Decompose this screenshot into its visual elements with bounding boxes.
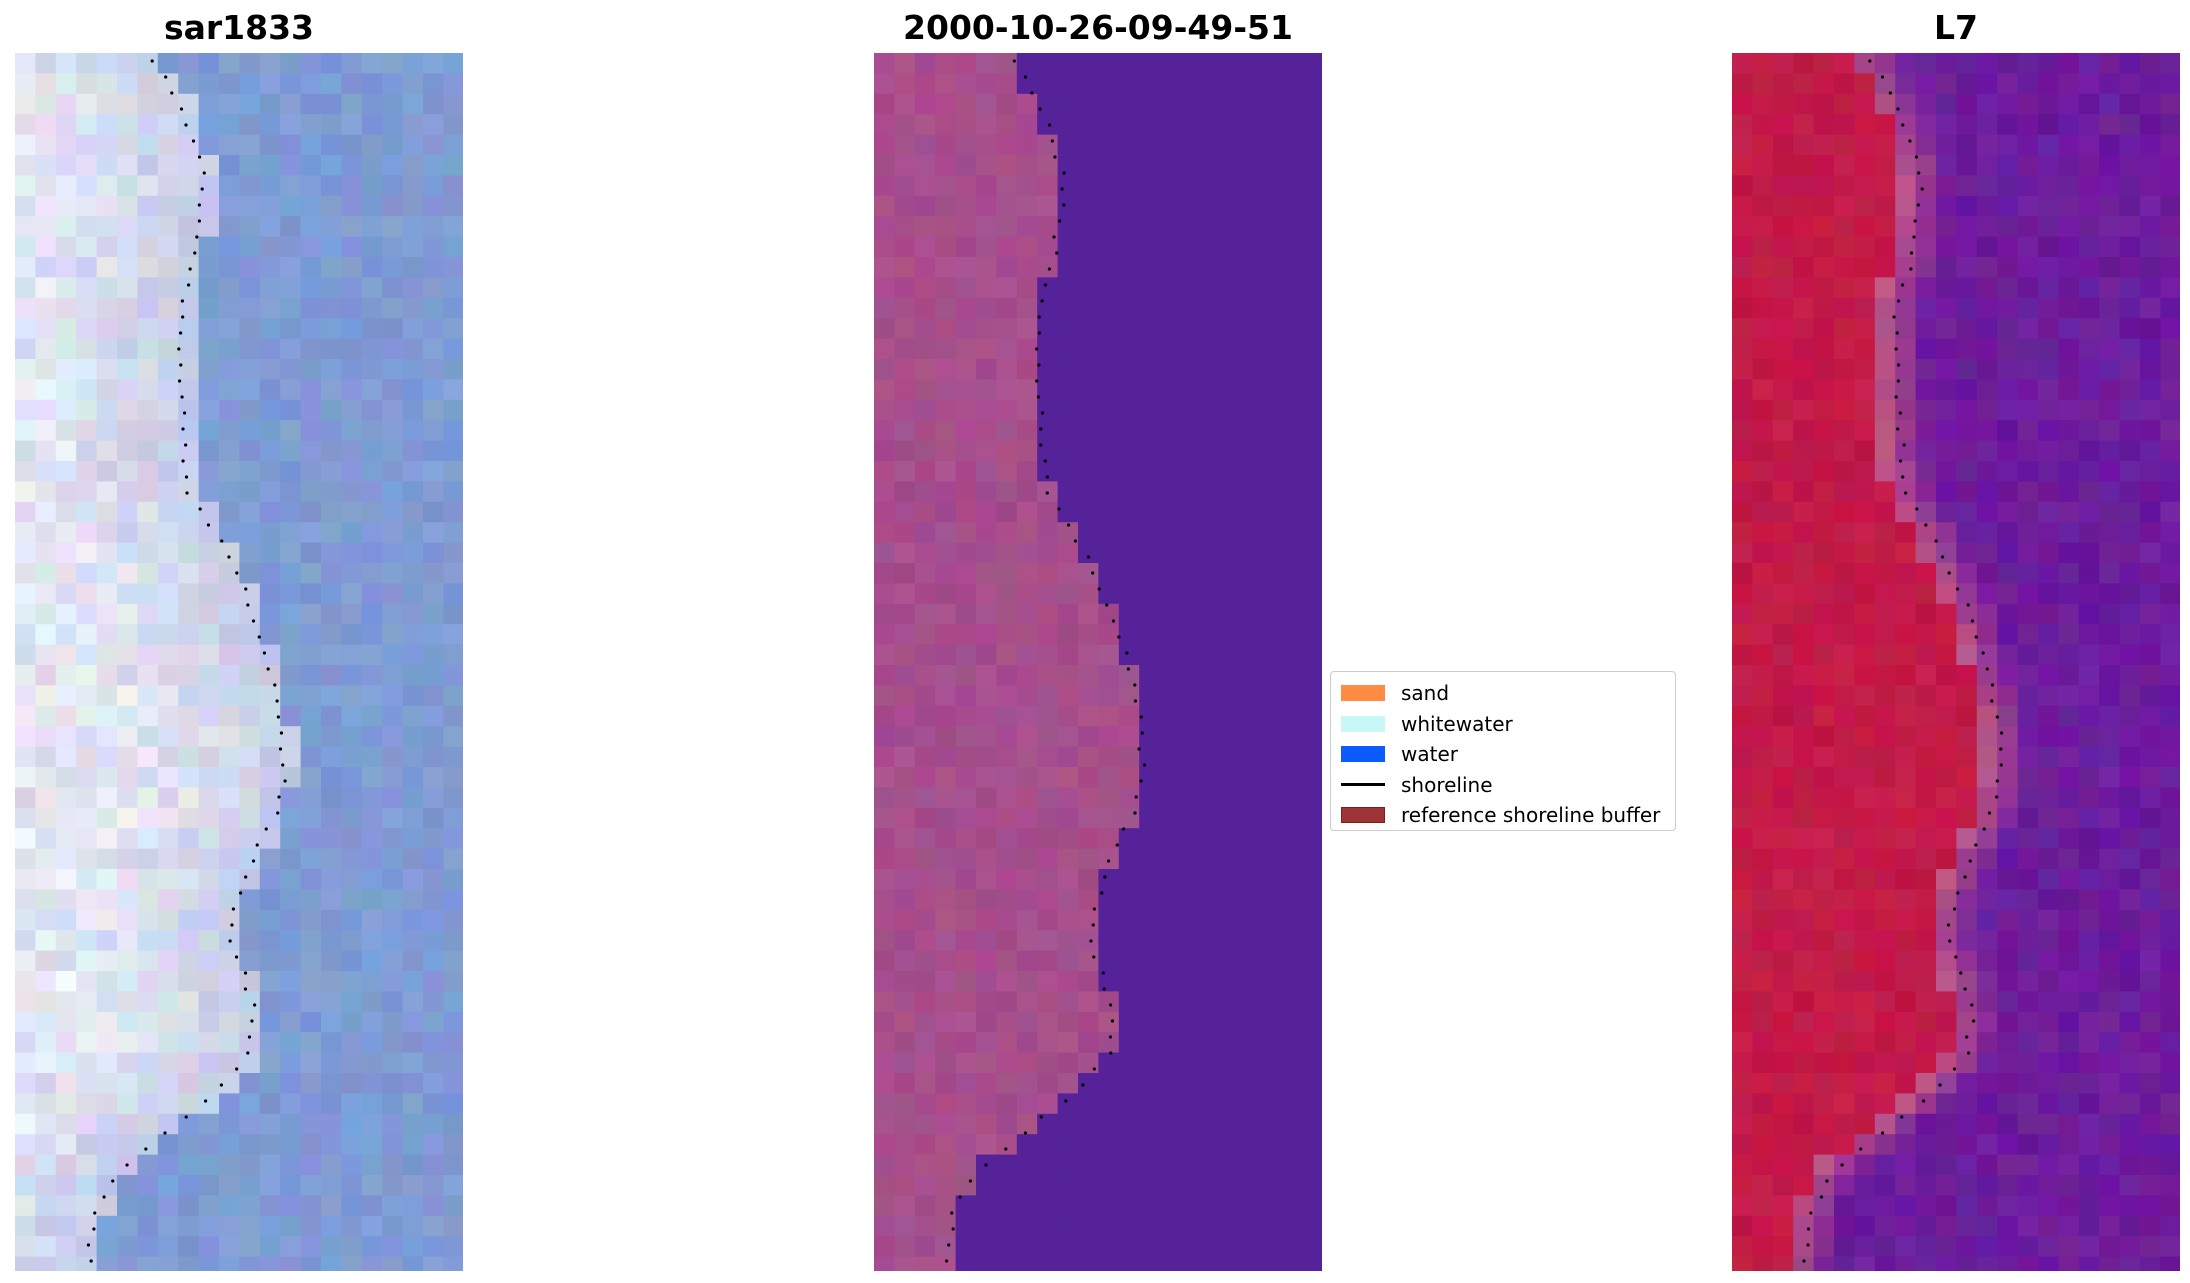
ndwi-image — [1732, 53, 2180, 1271]
rgb-image-canvas — [15, 53, 463, 1271]
legend-label-reference-buffer: reference shoreline buffer — [1401, 803, 1661, 828]
legend-label-whitewater: whitewater — [1401, 711, 1513, 736]
rgb-satellite-image — [15, 53, 463, 1271]
legend-swatch-reference-buffer — [1341, 807, 1385, 824]
legend-label-sand: sand — [1401, 681, 1450, 706]
legend-swatch-shoreline — [1341, 783, 1385, 787]
legend-label-shoreline: shoreline — [1401, 772, 1493, 797]
ndwi-image-canvas — [1732, 53, 2180, 1271]
legend-item-water: water — [1341, 739, 1665, 770]
legend-swatch-whitewater — [1341, 715, 1385, 732]
shoreline-points — [86, 59, 287, 1263]
classified-image-canvas — [874, 53, 1322, 1271]
shoreline-points — [945, 59, 1147, 1263]
legend-item-whitewater: whitewater — [1341, 709, 1665, 740]
ndwi-panel-title: L7 — [1934, 8, 1978, 47]
rgb-panel-title: sar1833 — [163, 8, 315, 47]
legend-swatch-sand — [1341, 685, 1385, 702]
legend-item-reference-buffer: reference shoreline buffer — [1341, 800, 1665, 831]
legend-label-water: water — [1401, 742, 1458, 767]
classified-image — [874, 53, 1322, 1271]
classification-panel-title: 2000-10-26-09-49-51 — [903, 8, 1293, 47]
legend-item-sand: sand — [1341, 678, 1665, 709]
shoreline-points — [1802, 59, 2004, 1263]
legend-swatch-water — [1341, 746, 1385, 763]
map-legend: sand whitewater water shoreline referenc… — [1330, 671, 1676, 831]
legend-item-shoreline: shoreline — [1341, 770, 1665, 801]
